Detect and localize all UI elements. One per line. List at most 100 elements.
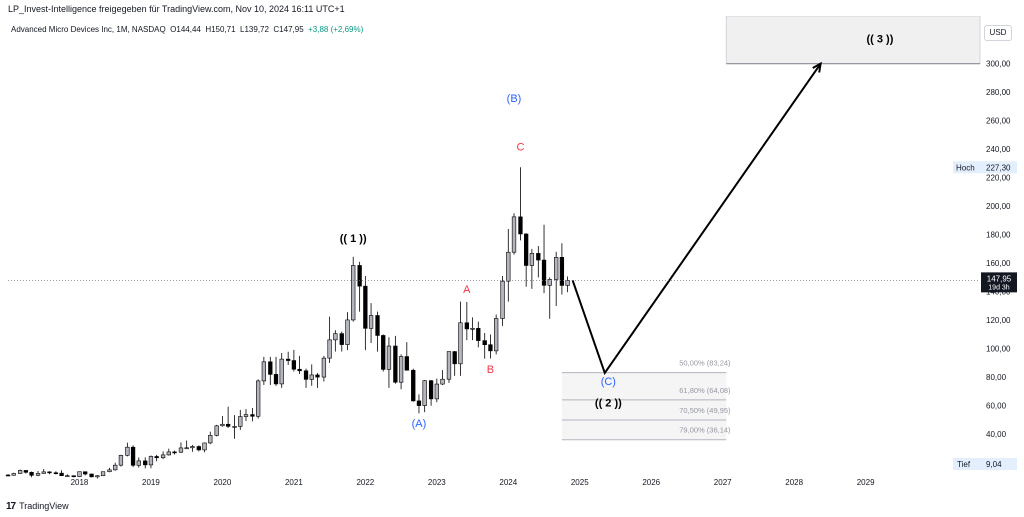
- x-tick-label: 2019: [142, 478, 160, 487]
- fib-zone: 50,00% (83,24) 61,80% (64,08) 70,50% (49,9…: [561, 359, 731, 441]
- candle-down: [357, 265, 362, 287]
- x-tick-label: 2024: [499, 478, 517, 487]
- candle-up: [500, 280, 505, 319]
- high-value: H150,71: [205, 25, 236, 34]
- candle-down: [23, 470, 29, 473]
- high-tag-value: 227,30: [986, 163, 1011, 172]
- candle-up: [470, 328, 475, 330]
- candle-up: [100, 471, 106, 477]
- candle-down: [154, 456, 159, 459]
- candle-up: [279, 358, 284, 385]
- open-value: O144,44: [170, 25, 201, 34]
- y-tick-label: 220,00: [986, 174, 1011, 183]
- high-tag-label: Hoch: [956, 163, 975, 172]
- candle-up: [125, 446, 130, 456]
- fib-zone-fill: [561, 372, 727, 440]
- symbol-legend: Advanced Micro Devices Inc, 1M, NASDAQ O…: [11, 25, 363, 34]
- projection-arrow-head: [812, 61, 822, 73]
- candle-up: [506, 251, 511, 282]
- candle-down: [482, 340, 487, 346]
- tradingview-logo-icon: 17: [6, 500, 16, 512]
- current-price-tag-bg: [981, 272, 1017, 293]
- candle-down: [303, 370, 309, 380]
- wave-label: (A): [412, 418, 427, 430]
- y-tick-label: 60,00: [986, 402, 1007, 411]
- fib-level-label: 70,50% (49,95): [679, 406, 731, 415]
- candle-up: [35, 473, 41, 476]
- high-tag-bg: [953, 161, 1017, 174]
- candle-down: [47, 471, 52, 474]
- candle-up: [398, 356, 404, 383]
- x-tick-label: 2027: [714, 478, 732, 487]
- candle-down: [476, 328, 481, 341]
- symbol-name: Advanced Micro Devices Inc, 1M, NASDAQ: [11, 25, 166, 34]
- candle-down: [130, 446, 136, 466]
- candle-down: [5, 474, 11, 477]
- currency-button[interactable]: USD: [984, 25, 1012, 41]
- candle-down: [464, 322, 469, 330]
- publisher-line: LP_Invest-Intelligence freigegeben für T…: [8, 4, 345, 14]
- candle-down: [291, 360, 297, 370]
- wave-label: (( 3 )): [866, 33, 893, 45]
- y-tick-label: 260,00: [986, 117, 1011, 126]
- candle-up: [434, 383, 439, 400]
- candle-up: [77, 471, 82, 477]
- candle-up: [368, 315, 374, 329]
- x-tick-label: 2022: [356, 478, 374, 487]
- wave-labels-layer: (( 1 )) (A) A B C (B) (C) (( 2 )) (( 3 )): [340, 33, 894, 430]
- candle-down: [428, 380, 434, 400]
- x-tick-label: 2018: [71, 478, 89, 487]
- candle-down: [83, 471, 88, 475]
- candle-up: [232, 426, 237, 428]
- candle-up: [107, 469, 112, 473]
- y-tick-label: 280,00: [986, 88, 1011, 97]
- x-tick-label: 2028: [785, 478, 803, 487]
- y-tick-label: 300,00: [986, 60, 1011, 69]
- candle-down: [268, 361, 273, 375]
- fib-level-label: 50,00% (83,24): [679, 359, 731, 368]
- x-tick-label: 2026: [642, 478, 660, 487]
- chart-area[interactable]: 50,00% (83,24) 61,80% (64,08) 70,50% (49,9…: [0, 16, 1024, 492]
- candle-up: [178, 447, 184, 453]
- wave-label: (( 2 )): [595, 397, 622, 409]
- candle-down: [29, 471, 34, 476]
- candle-down: [524, 233, 529, 266]
- y-tick-label: 120,00: [986, 316, 1011, 325]
- wave-label: B: [487, 364, 494, 376]
- close-value: C147,95: [273, 25, 304, 34]
- x-tick-label: 2020: [214, 478, 232, 487]
- x-tick-label: 2021: [285, 478, 303, 487]
- candle-down: [225, 423, 231, 427]
- candle-up: [95, 475, 100, 478]
- x-tick-label: 2029: [857, 478, 875, 487]
- x-tick-label: 2025: [571, 478, 589, 487]
- candle-down: [416, 400, 422, 406]
- low-tag-bg: [953, 458, 1017, 470]
- candle-up: [113, 464, 118, 471]
- projection-path: [571, 63, 822, 376]
- time-axis[interactable]: 2018 2019 2020 2021 2022 2023 2024 2025 2026 2027…: [71, 478, 876, 487]
- candle-down: [250, 414, 255, 417]
- wave-label: A: [463, 284, 471, 296]
- candle-up: [118, 455, 124, 466]
- candle-down: [452, 351, 457, 365]
- candle-up: [422, 380, 427, 406]
- candle-up: [220, 423, 225, 427]
- candle-down: [363, 285, 368, 329]
- candle-up: [529, 253, 535, 266]
- candle-up: [327, 339, 332, 359]
- low-value: L139,72: [240, 25, 269, 34]
- candle-up: [458, 322, 463, 365]
- x-tick-label: 2023: [428, 478, 446, 487]
- candle-down: [196, 446, 201, 451]
- wave-label: (C): [601, 376, 616, 388]
- target-box-rect: [725, 16, 981, 65]
- candlestick-chart[interactable]: 50,00% (83,24) 61,80% (64,08) 70,50% (49,9…: [0, 16, 1024, 492]
- candle-up: [41, 471, 46, 474]
- candle-down: [297, 368, 302, 372]
- target-box: [725, 16, 981, 65]
- change-value: +3,88 (+2,69%): [308, 25, 364, 34]
- candle-down: [59, 472, 64, 477]
- current-price-tag: 147,95: [987, 274, 1012, 283]
- price-axis[interactable]: 20,0040,0060,0080,00100,00120,00140,0016…: [986, 31, 1011, 468]
